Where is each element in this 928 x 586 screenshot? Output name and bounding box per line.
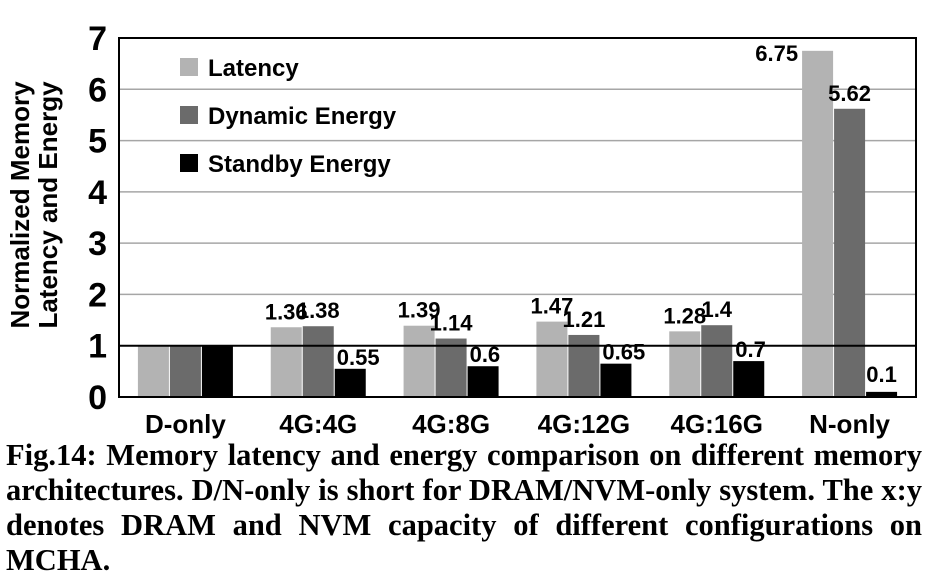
data-label: 0.7: [735, 337, 766, 362]
data-label: 1.21: [563, 307, 606, 332]
x-tick-label: 4G:12G: [538, 409, 631, 439]
data-label: 1.14: [430, 311, 474, 336]
y-tick-label: 7: [88, 20, 107, 58]
data-label: 0.1: [866, 362, 897, 387]
bar: [302, 326, 334, 397]
bar: [669, 331, 701, 397]
y-tick-label: 3: [88, 225, 107, 263]
data-label: 6.75: [755, 41, 798, 66]
y-tick-label: 2: [88, 276, 107, 314]
bar: [536, 321, 568, 397]
y-tick-label: 1: [88, 328, 107, 366]
data-label: 5.62: [828, 81, 871, 106]
bar: [802, 50, 834, 397]
figure-caption: Fig.14: Memory latency and energy compar…: [6, 438, 922, 577]
bar: [834, 108, 866, 397]
x-tick-label: 4G:8G: [412, 409, 490, 439]
bar: [866, 391, 898, 397]
data-label: 1.4: [701, 297, 732, 322]
y-tick-label: 0: [88, 379, 107, 417]
data-label: 0.55: [337, 345, 380, 370]
legend-label: Standby Energy: [208, 151, 391, 178]
x-tick-label: 4G:4G: [279, 409, 357, 439]
legend-label: Latency: [208, 55, 299, 82]
data-label: 1.38: [297, 298, 340, 323]
x-tick-label: N-only: [809, 409, 890, 439]
data-label: 1.39: [398, 298, 441, 323]
bar: [733, 361, 765, 397]
bar: [201, 345, 233, 397]
bar: [334, 368, 366, 397]
bar: [600, 363, 632, 397]
bar: [137, 345, 169, 397]
bar: [435, 338, 467, 397]
data-label: 1.47: [531, 294, 574, 319]
bar: [568, 334, 600, 397]
x-tick-label: D-only: [145, 409, 226, 439]
data-label: 1.36: [265, 299, 308, 324]
bar: [169, 345, 201, 397]
y-tick-label: 6: [88, 71, 107, 109]
bar: [701, 325, 733, 397]
legend-swatch: [180, 154, 198, 172]
bar: [403, 325, 435, 397]
bar: [270, 327, 302, 397]
data-label: 0.65: [602, 340, 645, 365]
y-tick-label: 4: [88, 174, 107, 212]
bar-chart: 0 1 2 3 4 5 6 7 D-only 4G:4G 4G:8G 4G:12G 4G:16G N-on…: [88, 20, 917, 439]
x-tick-label: 4G:16G: [671, 409, 764, 439]
legend-swatch: [180, 58, 198, 76]
y-tick-label: 5: [88, 123, 107, 161]
legend-label: Dynamic Energy: [208, 103, 397, 130]
bar: [467, 366, 499, 397]
legend-swatch: [180, 106, 198, 124]
plot-frame: [118, 37, 917, 398]
data-label: 1.28: [663, 303, 706, 328]
